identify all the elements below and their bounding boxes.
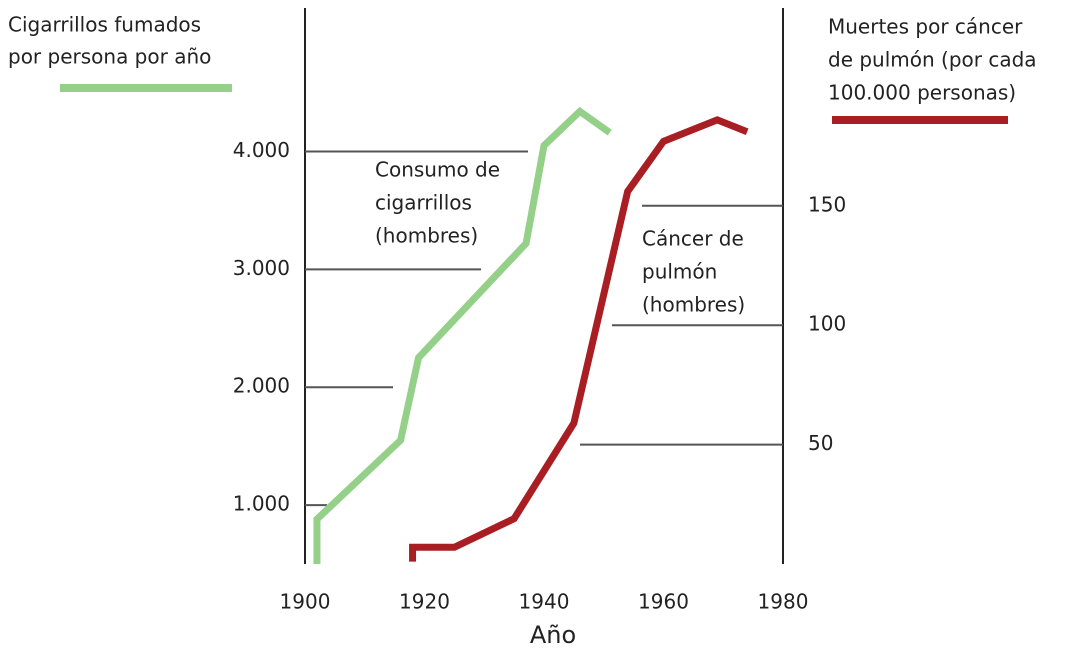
series-annotation: Cáncer de xyxy=(642,227,744,251)
x-tick-label: 1980 xyxy=(758,590,809,614)
y2-tick-label: 150 xyxy=(808,192,846,216)
y2-tick-label: 100 xyxy=(808,312,846,336)
y-tick-label: 3.000 xyxy=(233,256,290,280)
x-tick-label: 1900 xyxy=(280,590,331,614)
series-annotation: cigarrillos xyxy=(375,191,472,215)
y2-axis-label: de pulmón (por cada xyxy=(828,48,1037,72)
y-axis-label: Cigarrillos fumados xyxy=(8,13,201,37)
y-tick-label: 1.000 xyxy=(233,492,290,516)
y-axis-label: por persona por año xyxy=(8,45,211,69)
series-line xyxy=(409,116,749,562)
x-tick-label: 1940 xyxy=(519,590,570,614)
y2-tick-label: 50 xyxy=(808,431,833,455)
x-axis-label: Año xyxy=(530,621,576,649)
series-annotation: (hombres) xyxy=(375,224,478,248)
series-annotation: (hombres) xyxy=(642,293,745,317)
y-tick-label: 4.000 xyxy=(233,138,290,162)
x-tick-label: 1960 xyxy=(638,590,689,614)
series-line xyxy=(313,106,612,564)
y-tick-label: 2.000 xyxy=(233,374,290,398)
series-annotation: pulmón xyxy=(642,260,717,284)
series-annotation: Consumo de xyxy=(375,158,500,182)
x-tick-label: 1920 xyxy=(399,590,450,614)
y2-axis-label: Muertes por cáncer xyxy=(828,15,1023,39)
y2-axis-label: 100.000 personas) xyxy=(828,81,1016,105)
